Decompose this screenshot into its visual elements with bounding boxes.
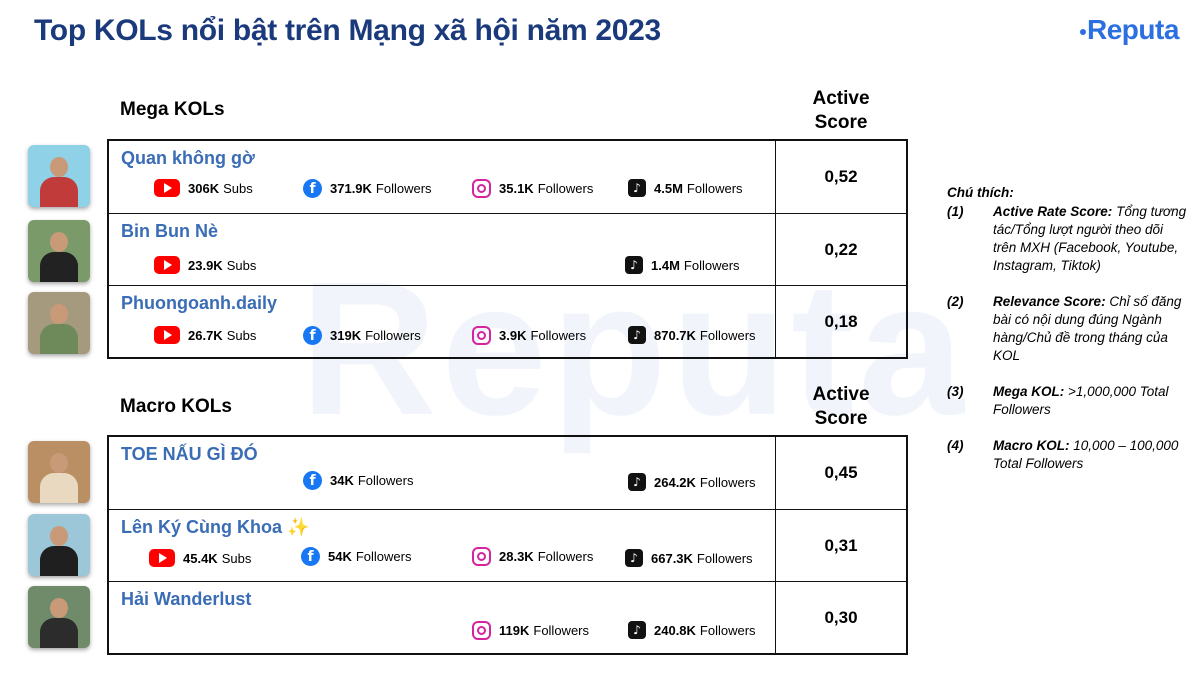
facebook-stat: f 54K Followers <box>301 547 411 566</box>
page-title: Top KOLs nổi bật trên Mạng xã hội năm 20… <box>34 14 661 47</box>
kol-name[interactable]: Phuongoanh.daily <box>121 293 277 313</box>
legend-term: Mega KOL: <box>993 384 1065 399</box>
active-score: 0,22 <box>775 214 906 285</box>
avatar-kol-2 <box>28 220 90 282</box>
kol-name[interactable]: Lên Ký Cùng Khoa ✨ <box>121 517 310 537</box>
active-score: 0,30 <box>775 582 906 653</box>
youtube-stat: 45.4K Subs <box>149 549 251 567</box>
youtube-stat: 306K Subs <box>154 179 253 197</box>
kol-name[interactable]: Bin Bun Nè <box>121 221 218 241</box>
instagram-icon <box>472 326 491 345</box>
legend-item: (3) Mega KOL: >1,000,000 Total Followers <box>947 383 1187 419</box>
tiktok-stat: ♪ 4.5M Followers <box>628 179 743 197</box>
youtube-icon <box>154 179 180 197</box>
instagram-icon <box>472 179 491 198</box>
kol-name[interactable]: TOE NẤU GÌ ĐÓ <box>121 444 258 464</box>
avatar-kol-4 <box>28 441 90 503</box>
tiktok-stat: ♪ 1.4M Followers <box>625 256 740 274</box>
legend-number: (3) <box>947 384 964 399</box>
table-row: Phuongoanh.daily 26.7K Subs f 319K Follower… <box>109 285 906 357</box>
macro-kols-table: TOE NẤU GÌ ĐÓ f 34K Followers ♪ 264.2K Follo… <box>107 435 908 655</box>
legend-desc: >1,000,000 Total Followers <box>993 384 1169 417</box>
instagram-icon <box>472 547 491 566</box>
legend-term: Active Rate Score: <box>993 204 1113 219</box>
active-score: 0,31 <box>775 510 906 581</box>
legend-desc: Chỉ số đăng bài có nội dung đúng Ngành h… <box>993 294 1182 363</box>
avatar-kol-5 <box>28 514 90 576</box>
legend-number: (4) <box>947 438 964 453</box>
avatar-kol-6 <box>28 586 90 648</box>
facebook-stat: f 371.9K Followers <box>303 179 432 198</box>
tiktok-icon: ♪ <box>628 179 646 197</box>
mega-kols-table: Quan không gờ 306K Subs f 371.9K Followers … <box>107 139 908 359</box>
kol-name[interactable]: Hải Wanderlust <box>121 589 252 609</box>
avatar-kol-3 <box>28 292 90 354</box>
avatar-kol-1 <box>28 145 90 207</box>
youtube-stat: 23.9K Subs <box>154 256 256 274</box>
tiktok-icon: ♪ <box>625 549 643 567</box>
instagram-stat: 119K Followers <box>472 621 589 640</box>
score-header-macro: Active Score <box>775 383 907 431</box>
instagram-stat: 35.1K Followers <box>472 179 593 198</box>
legend-item: (4) Macro KOL: 10,000 – 100,000 Total Fo… <box>947 437 1187 473</box>
youtube-icon <box>149 549 175 567</box>
table-row: Hải Wanderlust 119K Followers ♪ 240.8K Foll… <box>109 581 906 653</box>
active-score: 0,45 <box>775 437 906 509</box>
tiktok-icon: ♪ <box>628 473 646 491</box>
tiktok-stat: ♪ 264.2K Followers <box>628 473 756 491</box>
legend-term: Relevance Score: <box>993 294 1106 309</box>
youtube-stat: 26.7K Subs <box>154 326 256 344</box>
tiktok-stat: ♪ 240.8K Followers <box>628 621 756 639</box>
kol-name[interactable]: Quan không gờ <box>121 148 255 168</box>
table-row: Quan không gờ 306K Subs f 371.9K Followers … <box>109 141 906 213</box>
score-header-line-1: Active <box>812 88 870 109</box>
youtube-icon <box>154 326 180 344</box>
facebook-stat: f 34K Followers <box>303 471 413 490</box>
youtube-icon <box>154 256 180 274</box>
legend-term: Macro KOL: <box>993 438 1070 453</box>
instagram-stat: 3.9K Followers <box>472 326 586 345</box>
legend-item: (2) Relevance Score: Chỉ số đăng bài có … <box>947 293 1187 365</box>
watermark: Reputa <box>300 243 968 455</box>
tiktok-icon: ♪ <box>628 621 646 639</box>
section-label-macro: Macro KOLs <box>120 396 232 417</box>
brand-logo: Reputa <box>1080 14 1179 46</box>
section-label-mega: Mega KOLs <box>120 99 225 120</box>
legend-desc: 10,000 – 100,000 Total Followers <box>993 438 1179 471</box>
instagram-icon <box>472 621 491 640</box>
score-header-mega: Active Score <box>775 87 907 135</box>
legend-title: Chú thích: <box>947 185 1014 200</box>
tiktok-stat: ♪ 870.7K Followers <box>628 326 756 344</box>
instagram-stat: 28.3K Followers <box>472 547 593 566</box>
tiktok-icon: ♪ <box>628 326 646 344</box>
facebook-icon: f <box>303 326 322 345</box>
tiktok-stat: ♪ 667.3K Followers <box>625 549 753 567</box>
logo-dot-icon <box>1080 29 1086 35</box>
legend-number: (1) <box>947 204 964 219</box>
score-header-line-2: Score <box>814 408 868 429</box>
legend-notes: Chú thích: (1) Active Rate Score: Tổng t… <box>947 184 1187 491</box>
facebook-icon: f <box>303 179 322 198</box>
active-score: 0,18 <box>775 286 906 357</box>
legend-desc: Tổng tương tác/Tổng lượt người theo dõi … <box>993 204 1187 273</box>
logo-text: Reputa <box>1087 14 1179 45</box>
score-header-line-2: Score <box>814 112 868 133</box>
active-score: 0,52 <box>775 141 906 213</box>
table-row: Bin Bun Nè 23.9K Subs ♪ 1.4M Followers 0,22 <box>109 213 906 285</box>
facebook-icon: f <box>303 471 322 490</box>
facebook-stat: f 319K Followers <box>303 326 421 345</box>
table-row: Lên Ký Cùng Khoa ✨ 45.4K Subs f 54K Followe… <box>109 509 906 581</box>
legend-number: (2) <box>947 294 964 309</box>
score-header-line-1: Active <box>812 384 870 405</box>
facebook-icon: f <box>301 547 320 566</box>
table-row: TOE NẤU GÌ ĐÓ f 34K Followers ♪ 264.2K Follo… <box>109 437 906 509</box>
tiktok-icon: ♪ <box>625 256 643 274</box>
legend-item: (1) Active Rate Score: Tổng tương tác/Tổ… <box>947 203 1187 275</box>
